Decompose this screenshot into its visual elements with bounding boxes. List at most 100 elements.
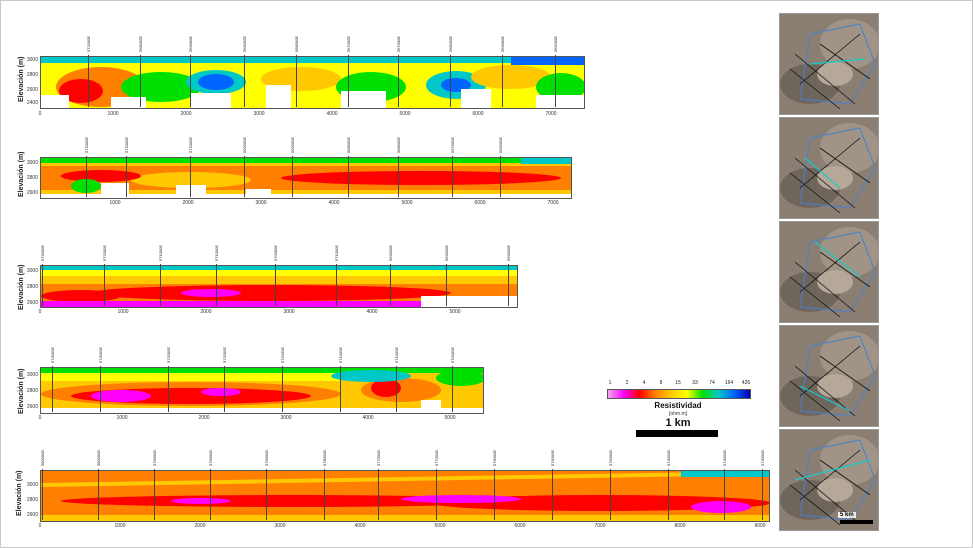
section-4-tomogram (41, 368, 483, 413)
section-5-xtick: 4000 (354, 523, 366, 529)
section-1-xtick: 6000 (472, 111, 484, 117)
section-3-xtick: 4000 (366, 309, 378, 315)
section-1-tomogram (41, 57, 584, 108)
station-line (266, 469, 267, 520)
section-5-xtick: 0 (38, 523, 42, 529)
section-4-xtick: 0 (38, 415, 42, 421)
section-4-plot (40, 367, 484, 414)
station-line (494, 469, 495, 520)
section-1-xtick: 1000 (107, 111, 119, 117)
section-5-xtick: 6000 (514, 523, 526, 529)
section-1-xtick: 4000 (326, 111, 338, 117)
station-label: 580000E (96, 449, 101, 466)
section-2-ytick: 2600 (26, 190, 38, 196)
map-scale-label: 5 km (838, 512, 856, 518)
legend-value: 8 (659, 380, 663, 386)
satellite-map (780, 430, 878, 530)
satellite-map (780, 118, 878, 218)
station-line (42, 469, 43, 520)
section-1-plot (40, 56, 585, 109)
section-5-tomogram (41, 471, 769, 521)
station-label: 575000E (608, 449, 613, 466)
station-line (98, 469, 99, 520)
section-5-xtick: 5000 (434, 523, 446, 529)
station-line (348, 156, 349, 197)
station-label: 574000E (722, 449, 727, 466)
station-label: 569000E (506, 244, 511, 261)
station-label: 566000E (188, 35, 193, 52)
station-label: 572000E (124, 136, 129, 153)
legend-value: 15 (675, 380, 681, 386)
station-label: 572000E (84, 136, 89, 153)
station-label: 566000E (498, 136, 503, 153)
section-2-ytick: 3000 (26, 160, 38, 166)
section-2-ytick: 2800 (26, 175, 38, 181)
station-line (100, 366, 101, 412)
station-label: 580000E (40, 449, 45, 466)
section-1-ytick: 2800 (26, 72, 38, 78)
section-5-xtick: 2000 (194, 523, 206, 529)
station-label: 571000E (338, 346, 343, 363)
station-line (555, 55, 556, 107)
station-line (398, 156, 399, 197)
station-label: 573000E (98, 346, 103, 363)
station-label: 572000E (40, 244, 45, 261)
station-line (396, 366, 397, 412)
section-5-xtick: 8000 (674, 523, 686, 529)
station-line (446, 264, 447, 306)
section-2-xtick: 2000 (182, 200, 194, 206)
station-line (668, 469, 669, 520)
station-line (500, 156, 501, 197)
section-3-plot (40, 265, 518, 308)
station-line (224, 366, 225, 412)
station-line (348, 55, 349, 107)
section-3-xtick: 2000 (200, 309, 212, 315)
station-line (398, 55, 399, 107)
section-1-ytick: 2400 (26, 100, 38, 106)
section-3-ytick: 2600 (26, 300, 38, 306)
station-label: 572000E (280, 346, 285, 363)
section-4-xtick: 1000 (116, 415, 128, 421)
section-2-xtick: 1000 (109, 200, 121, 206)
section-2-tomogram (41, 158, 571, 198)
legend-title: Resistividad (654, 401, 702, 410)
station-label: 574000E (50, 346, 55, 363)
station-line (452, 366, 453, 412)
section-1-xtick: 3000 (253, 111, 265, 117)
section-5-ytick: 3000 (26, 482, 38, 488)
station-label: 568000E (396, 136, 401, 153)
station-line (282, 366, 283, 412)
legend-value: 426 (741, 380, 751, 386)
section-4-ytick: 2800 (26, 388, 38, 394)
section-4-xtick: 4000 (362, 415, 374, 421)
station-label: 579000E (208, 449, 213, 466)
section-3-ytick: 3000 (26, 268, 38, 274)
station-line (126, 156, 127, 197)
station-label: 573000E (760, 449, 765, 466)
section-2-xtick: 7000 (547, 200, 559, 206)
section-5-xtick: 7000 (594, 523, 606, 529)
station-line (336, 264, 337, 306)
station-line (216, 264, 217, 306)
legend-value: 74 (709, 380, 715, 386)
legend-values: 1 2 4 8 15 33 74 164 426 (607, 380, 751, 388)
station-label: 579000E (152, 449, 157, 466)
station-line (552, 469, 553, 520)
station-label: 572000E (188, 136, 193, 153)
section-2-xtick: 4000 (328, 200, 340, 206)
section-1-ylabel: Elevación (m) (18, 56, 25, 102)
station-line (154, 469, 155, 520)
section-1-xtick: 2000 (180, 111, 192, 117)
station-label: 570000E (450, 346, 455, 363)
station-line (104, 264, 105, 306)
station-line (502, 55, 503, 107)
section-4-xtick: 5000 (444, 415, 456, 421)
station-line (724, 469, 725, 520)
station-line (390, 264, 391, 306)
station-line (610, 469, 611, 520)
map-scale-bar (840, 520, 873, 524)
section-3-xtick: 3000 (283, 309, 295, 315)
station-label: 569000E (242, 136, 247, 153)
section-2-xtick: 5000 (401, 200, 413, 206)
station-label: 569000E (388, 244, 393, 261)
